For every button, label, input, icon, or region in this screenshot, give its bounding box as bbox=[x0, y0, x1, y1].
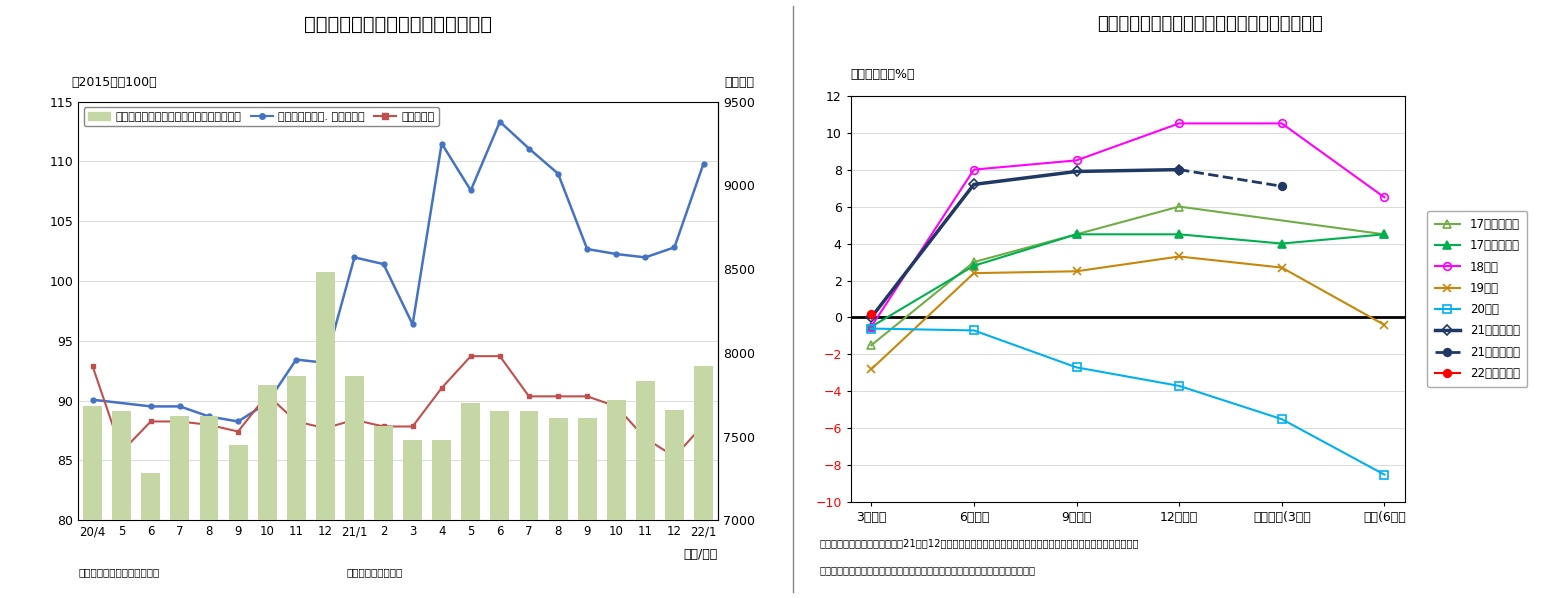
Text: （図表９）設備投資計画推移（全規模全産業）: （図表９）設備投資計画推移（全規模全産業） bbox=[1097, 15, 1322, 33]
Bar bbox=[403, 440, 421, 598]
Text: （図表８）設備投資関連指標の動向: （図表８）設備投資関連指標の動向 bbox=[304, 15, 492, 34]
Text: （注）リース会計対応ベース。21年度12月調査は新旧併記、その後は新ベース（対象見直し後）、点線は今回予測: （注）リース会計対応ベース。21年度12月調査は新旧併記、その後は新ベース（対象… bbox=[820, 538, 1140, 548]
Bar bbox=[578, 418, 596, 598]
Text: （資料）経済産業省、内閣府: （資料）経済産業省、内閣府 bbox=[78, 567, 159, 576]
Bar bbox=[228, 445, 248, 598]
Bar bbox=[345, 376, 364, 598]
Text: （資料）日本銀行「全国企業短期経済観測調査」、予測値はニッセイ基礎研究所: （資料）日本銀行「全国企業短期経済観測調査」、予測値はニッセイ基礎研究所 bbox=[820, 565, 1035, 575]
Bar bbox=[432, 440, 451, 598]
Bar bbox=[83, 407, 101, 598]
Bar bbox=[635, 382, 654, 598]
Legend: 17年度（旧）, 17年度（新）, 18年度, 19年度, 20年度, 21年度（旧）, 21年度（新）, 22年度（新）: 17年度（旧）, 17年度（新）, 18年度, 19年度, 20年度, 21年度… bbox=[1427, 211, 1527, 387]
Bar bbox=[258, 385, 276, 598]
Bar bbox=[490, 411, 509, 598]
Text: （年/月）: （年/月） bbox=[684, 548, 718, 561]
Legend: 機械受注（船舶・電力を除く民需、右軸）, 資本財出荷（除. 輸送機械）, 建設財出荷: 機械受注（船舶・電力を除く民需、右軸）, 資本財出荷（除. 輸送機械）, 建設財… bbox=[84, 107, 439, 126]
Bar bbox=[315, 273, 334, 598]
Bar bbox=[520, 411, 539, 598]
Bar bbox=[200, 416, 219, 598]
Bar bbox=[665, 410, 684, 598]
Bar bbox=[375, 426, 393, 598]
Text: （2015年＝100）: （2015年＝100） bbox=[72, 76, 158, 89]
Bar bbox=[170, 416, 189, 598]
Text: （億円）: （億円） bbox=[724, 76, 754, 89]
Bar bbox=[112, 411, 131, 598]
Bar bbox=[142, 474, 161, 598]
Bar bbox=[695, 366, 713, 598]
Bar bbox=[607, 399, 626, 598]
Bar bbox=[462, 403, 481, 598]
Text: （注）季節調整済み: （注）季節調整済み bbox=[347, 567, 403, 576]
Bar bbox=[287, 376, 306, 598]
Bar bbox=[548, 418, 568, 598]
Text: （対前年比、%）: （対前年比、%） bbox=[851, 68, 915, 81]
